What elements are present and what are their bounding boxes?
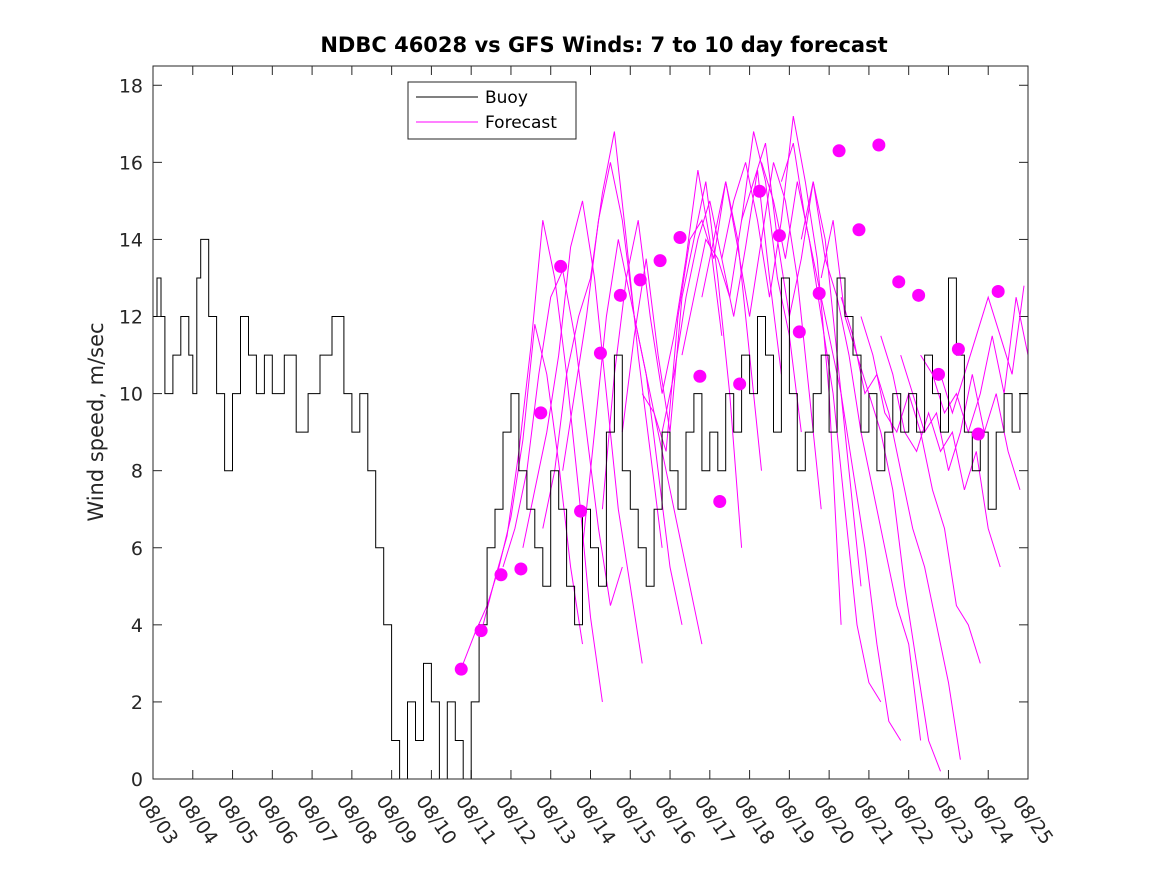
plot-area [153,66,1028,779]
buoy-line [153,238,1029,780]
forecast-marker [534,406,548,420]
forecast-marker [554,259,568,273]
legend-forecast-label: Forecast [485,113,557,133]
y-tick-label: 8 [131,461,143,483]
forecast-marker [753,184,767,198]
buoy-series [153,238,1029,780]
forecast-marker [991,284,1005,298]
forecast-line [701,162,822,510]
forecast-line [900,354,1021,491]
forecast-marker [951,342,965,356]
forecast-marker [812,286,826,300]
forecast-marker [772,229,786,243]
forecast-marker [574,504,588,518]
forecast-line [721,116,842,625]
forecast-markers [454,138,1005,676]
forecast-line [820,220,941,772]
y-tick-label: 6 [131,538,143,560]
chart-title: NDBC 46028 vs GFS Winds: 7 to 10 day for… [320,33,887,57]
forecast-marker [673,231,687,245]
forecast-marker [971,427,985,441]
forecast-marker [653,254,667,268]
legend: Buoy Forecast [407,81,577,140]
forecast-marker [852,223,866,237]
forecast-line [780,142,902,741]
forecast-marker [912,288,926,302]
y-tick-label: 4 [131,615,143,637]
y-tick-label: 16 [119,152,143,174]
forecast-marker [613,288,627,302]
y-tick-label: 0 [131,769,143,791]
forecast-line [940,285,1025,415]
forecast-marker [593,346,607,360]
forecast-marker [474,624,488,638]
y-tick-label: 12 [119,307,143,329]
forecast-line [522,200,643,664]
forecast-marker [792,325,806,339]
forecast-marker [832,144,846,158]
forecast-marker [892,275,906,289]
y-tick-label: 2 [131,692,143,714]
y-tick-label: 18 [119,75,143,97]
forecast-marker [633,273,647,287]
plot-frame [152,65,1029,780]
forecast-marker [932,367,946,381]
y-tick-label: 10 [119,384,143,406]
forecast-marker [454,662,468,676]
forecast-marker [494,568,508,582]
forecast-marker [733,377,747,391]
forecast-line [542,131,663,548]
legend-box [407,81,577,140]
y-tick-label: 14 [119,229,143,251]
forecast-marker [514,562,528,576]
forecast-marker [713,495,727,509]
forecast-marker [872,138,886,152]
forecast-line [601,170,723,510]
y-axis-label: Wind speed, m/sec [84,322,108,521]
forecast-marker [693,369,707,383]
legend-buoy-label: Buoy [485,88,528,108]
forecast-line [462,324,583,664]
